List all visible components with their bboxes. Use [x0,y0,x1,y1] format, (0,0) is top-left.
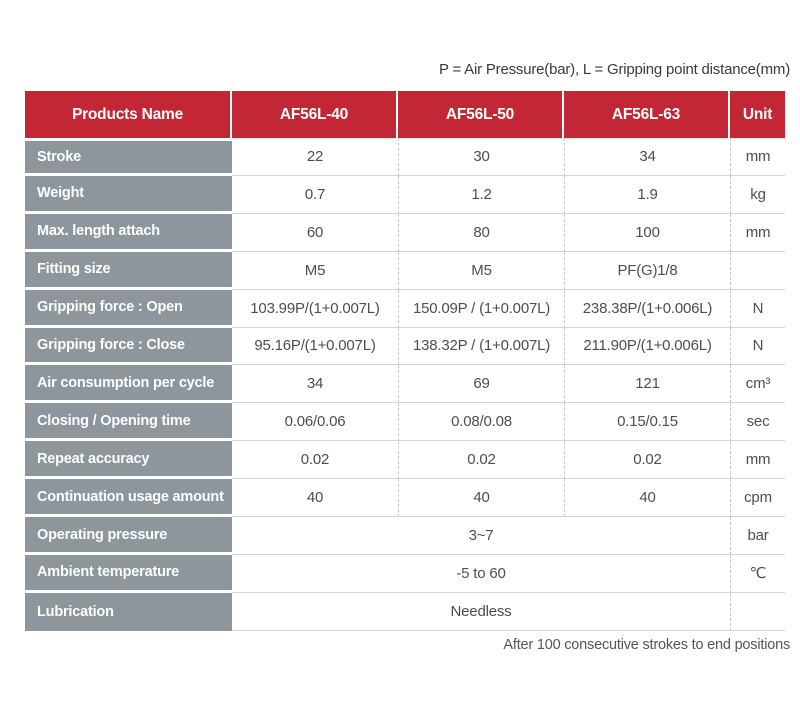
spec-unit: bar [730,517,785,555]
spec-value: 1.9 [564,175,730,214]
spec-unit: mm [730,138,785,176]
spec-value: 211.90P/(1+0.006L) [564,327,730,366]
spec-value: 103.99P/(1+0.007L) [232,289,398,328]
table-row: Max. length attach 60 80 100 mm [25,213,785,252]
table-row: Weight 0.7 1.2 1.9 kg [25,175,785,214]
spec-value: 60 [232,213,398,252]
spec-label: Closing / Opening time [25,403,232,442]
spec-unit: mm [730,441,785,480]
spec-value: 0.02 [398,441,564,480]
spec-unit: sec [730,403,785,442]
spec-label: Gripping force : Open [25,289,232,328]
spec-value: 238.38P/(1+0.006L) [564,289,730,328]
spec-value: -5 to 60 [232,554,730,593]
table-row: Stroke 22 30 34 mm [25,138,785,176]
spec-unit: mm [730,213,785,252]
spec-value: 30 [398,138,564,176]
spec-value: 0.7 [232,175,398,214]
spec-value: 150.09P / (1+0.007L) [398,289,564,328]
spec-unit: N [730,289,785,328]
header-cell-model-2: AF56L-50 [398,91,564,138]
spec-label: Stroke [25,138,232,176]
spec-unit [730,251,785,290]
table-row: Continuation usage amount 40 40 40 cpm [25,479,785,518]
spec-value: 40 [564,479,730,518]
table-row: Lubrication Needless [25,592,785,631]
spec-value: 80 [398,213,564,252]
spec-value: 95.16P/(1+0.007L) [232,327,398,366]
spec-label: Operating pressure [25,517,232,555]
table-row: Gripping force : Close 95.16P/(1+0.007L) 1… [25,327,785,366]
spec-value: M5 [398,251,564,290]
spec-unit: kg [730,175,785,214]
spec-value: 0.08/0.08 [398,403,564,442]
spec-value: 0.06/0.06 [232,403,398,442]
spec-value: 34 [232,365,398,404]
table-row: Gripping force : Open 103.99P/(1+0.007L) 1… [25,289,785,328]
spec-value: 138.32P / (1+0.007L) [398,327,564,366]
table-row: Operating pressure 3~7 bar [25,517,785,555]
legend-note: P = Air Pressure(bar), L = Gripping poin… [438,61,790,78]
spec-label: Max. length attach [25,213,232,252]
spec-unit [730,592,785,631]
table-row: Closing / Opening time 0.06/0.06 0.08/0.08… [25,403,785,442]
spec-value: 0.02 [564,441,730,480]
spec-label: Continuation usage amount [25,479,232,518]
spec-value: 121 [564,365,730,404]
spec-value: 1.2 [398,175,564,214]
spec-label: Ambient temperature [25,554,232,593]
spec-label: Lubrication [25,592,232,631]
spec-label: Repeat accuracy [25,441,232,480]
table-row: Repeat accuracy 0.02 0.02 0.02 mm [25,441,785,480]
header-cell-model-1: AF56L-40 [232,91,398,138]
spec-value: PF(G)1/8 [564,251,730,290]
spec-label: Fitting size [25,251,232,290]
table-row: Ambient temperature -5 to 60 ℃ [25,554,785,593]
spec-unit: N [730,327,785,366]
footnote: After 100 consecutive strokes to end pos… [503,637,790,653]
spec-value: Needless [232,592,730,631]
table-body: Stroke 22 30 34 mm Weight 0.7 1.2 1.9 kg Max. leng… [25,138,785,631]
header-cell-model-3: AF56L-63 [564,91,730,138]
spec-value: 34 [564,138,730,176]
spec-label: Gripping force : Close [25,327,232,366]
table-row: Air consumption per cycle 34 69 121 cm³ [25,365,785,404]
spec-value: 3~7 [232,517,730,555]
table-header-row: Products Name AF56L-40 AF56L-50 AF56L-63… [25,91,785,138]
spec-unit: ℃ [730,554,785,593]
table-row: Fitting size M5 M5 PF(G)1/8 [25,251,785,290]
spec-value: M5 [232,251,398,290]
spec-value: 40 [232,479,398,518]
header-cell-unit: Unit [730,91,785,138]
spec-value: 22 [232,138,398,176]
spec-value: 100 [564,213,730,252]
spec-unit: cm³ [730,365,785,404]
spec-label: Air consumption per cycle [25,365,232,404]
spec-table: Products Name AF56L-40 AF56L-50 AF56L-63… [25,91,785,631]
spec-unit: cpm [730,479,785,518]
spec-value: 0.15/0.15 [564,403,730,442]
spec-value: 69 [398,365,564,404]
spec-value: 40 [398,479,564,518]
spec-label: Weight [25,175,232,214]
spec-value: 0.02 [232,441,398,480]
header-cell-products-name: Products Name [25,91,232,138]
